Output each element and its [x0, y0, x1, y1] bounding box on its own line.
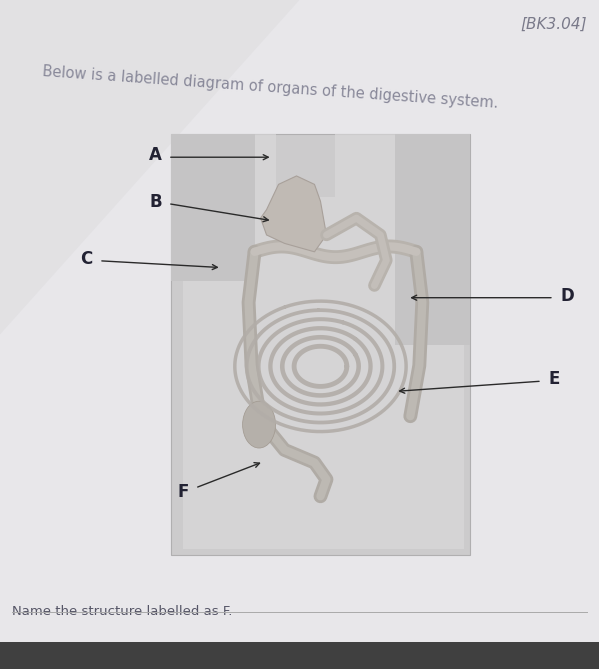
Text: E: E — [548, 371, 559, 388]
Polygon shape — [261, 176, 326, 252]
Text: Below is a labelled diagram of organs of the digestive system.: Below is a labelled diagram of organs of… — [42, 64, 499, 110]
Polygon shape — [0, 0, 300, 334]
Text: D: D — [560, 287, 574, 304]
Ellipse shape — [243, 401, 276, 448]
Polygon shape — [183, 134, 464, 549]
Text: A: A — [149, 147, 162, 164]
Polygon shape — [171, 134, 255, 281]
Text: F: F — [177, 483, 189, 500]
FancyBboxPatch shape — [171, 134, 470, 555]
Text: [BK3.04]: [BK3.04] — [521, 17, 587, 31]
Text: B: B — [149, 193, 162, 211]
Polygon shape — [395, 134, 470, 345]
Text: C: C — [81, 250, 93, 268]
FancyBboxPatch shape — [0, 642, 599, 669]
Text: Name the structure labelled as F.: Name the structure labelled as F. — [12, 605, 232, 618]
